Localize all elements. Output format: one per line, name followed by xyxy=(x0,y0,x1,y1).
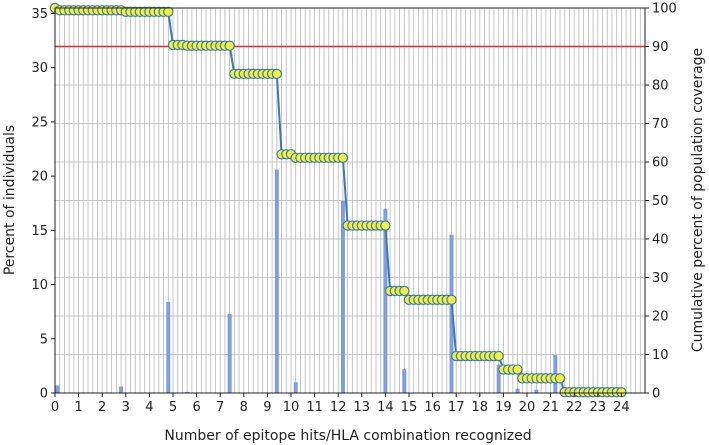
coverage-marker xyxy=(271,68,283,80)
x-tick-label: 11 xyxy=(306,400,323,415)
x-tick-label: 22 xyxy=(566,400,583,415)
x-tick-labels: 0 1 2 3 4 5 6 7 8 9 10 11 12 13 14 15 16 17 18 19 20 21 22 23 24 xyxy=(51,393,630,415)
x-tick-label: 6 xyxy=(192,400,200,415)
y2-tick-label: 100 xyxy=(652,2,677,17)
x-tick-label: 2 xyxy=(98,400,106,415)
x-tick-label: 9 xyxy=(263,400,271,415)
y2-tick-label: 0 xyxy=(652,387,660,402)
bar xyxy=(274,169,279,393)
y2-tick-labels: 0 10 20 30 40 50 60 70 80 90 100 xyxy=(645,2,677,402)
x-tick-label: 10 xyxy=(283,400,300,415)
y-tick-label: 0 xyxy=(40,387,48,402)
bar xyxy=(496,364,501,393)
y-tick-label: 20 xyxy=(31,170,48,185)
x-tick-label: 20 xyxy=(519,400,536,415)
bar xyxy=(340,201,345,393)
x-tick-label: 5 xyxy=(169,400,177,415)
x-tick-label: 3 xyxy=(122,400,130,415)
coverage-marker xyxy=(399,285,410,297)
x-tick-label: 21 xyxy=(542,400,559,415)
x-tick-label: 14 xyxy=(377,400,394,415)
x-tick-label: 4 xyxy=(145,400,153,415)
x-tick-label: 13 xyxy=(354,400,371,415)
y-tick-label: 15 xyxy=(31,224,48,239)
y-tick-labels: 0 5 10 15 20 25 30 35 xyxy=(31,7,55,402)
x-tick-label: 19 xyxy=(495,400,512,415)
y2-tick-label: 20 xyxy=(652,310,669,325)
bar xyxy=(227,313,232,393)
x-tick-label: 23 xyxy=(590,400,607,415)
coverage-marker xyxy=(493,350,504,362)
y2-tick-label: 60 xyxy=(652,156,669,171)
bar xyxy=(534,389,539,393)
bar xyxy=(402,369,407,393)
coverage-marker xyxy=(512,364,523,375)
x-tick-label: 12 xyxy=(330,400,347,415)
bar xyxy=(383,208,388,393)
x-tick-label: 1 xyxy=(74,400,82,415)
bar xyxy=(55,385,60,393)
x-tick-label: 0 xyxy=(51,400,59,415)
x-axis-label: Number of epitope hits/HLA combination r… xyxy=(164,428,531,444)
coverage-marker xyxy=(446,294,457,306)
x-tick-label: 18 xyxy=(472,400,489,415)
coverage-marker xyxy=(554,373,566,384)
y-tick-label: 25 xyxy=(31,115,48,130)
bar xyxy=(449,234,454,393)
x-tick-label: 17 xyxy=(448,400,465,415)
bar xyxy=(119,386,124,393)
x-tick-label: 7 xyxy=(216,400,224,415)
y2-tick-label: 30 xyxy=(652,271,669,286)
y-tick-label: 35 xyxy=(31,7,48,22)
y-axis-label: Percent of individuals xyxy=(2,125,18,275)
y2-tick-label: 10 xyxy=(652,348,669,363)
y2-axis-label: Cumulative percent of population coverag… xyxy=(690,48,706,352)
x-tick-label: 15 xyxy=(401,400,418,415)
coverage-marker xyxy=(163,6,174,18)
bar xyxy=(166,301,171,393)
x-tick-label: 24 xyxy=(613,400,630,415)
coverage-marker xyxy=(224,40,235,51)
y-tick-label: 10 xyxy=(31,278,48,293)
y2-tick-label: 50 xyxy=(652,194,669,209)
y2-tick-label: 70 xyxy=(652,117,669,132)
bar xyxy=(293,382,298,393)
bar xyxy=(185,391,190,393)
y2-tick-label: 80 xyxy=(652,79,669,94)
y-tick-label: 5 xyxy=(40,332,48,347)
y-tick-label: 30 xyxy=(31,61,48,76)
coverage-marker xyxy=(337,152,349,163)
bar xyxy=(515,388,520,393)
x-tick-label: 16 xyxy=(424,400,441,415)
coverage-marker xyxy=(380,220,391,231)
grid-lines xyxy=(54,7,646,394)
x-tick-label: 8 xyxy=(240,400,248,415)
y2-tick-label: 90 xyxy=(652,40,669,55)
y2-tick-label: 40 xyxy=(652,233,669,248)
